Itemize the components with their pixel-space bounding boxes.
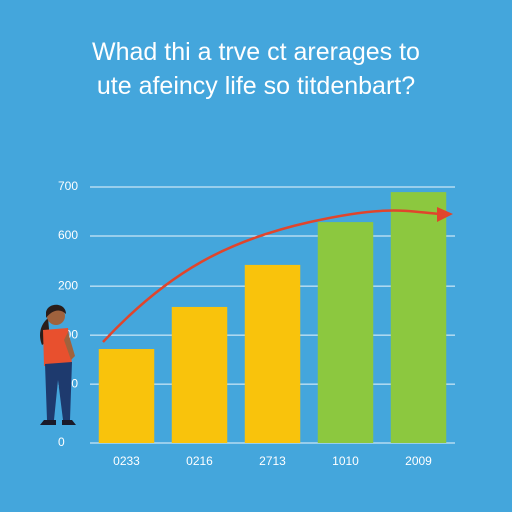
chart-title: Whad thi a trve ct arerages to [92, 38, 420, 66]
shirt [43, 328, 72, 366]
y-tick-label: 600 [58, 228, 78, 242]
grid: 0300400200600700 [58, 179, 455, 449]
y-tick-label: 700 [58, 179, 78, 193]
shoe [62, 420, 76, 425]
x-tick-label: 0216 [186, 454, 213, 468]
bar [244, 264, 301, 443]
x-tick-label: 2009 [405, 454, 432, 468]
legs [45, 362, 72, 420]
bar [317, 222, 374, 443]
y-tick-label: 200 [58, 278, 78, 292]
trend-curve [102, 209, 441, 343]
bar [390, 192, 447, 443]
bar [171, 306, 228, 443]
y-tick-label: 0 [58, 435, 65, 449]
shoe [40, 420, 56, 425]
trend-arrow [102, 207, 453, 343]
chart-title: ute afeincy life so titdenbart? [97, 72, 415, 100]
arrow-head [437, 207, 453, 222]
x-tick-label: 1010 [332, 454, 359, 468]
person [40, 304, 76, 425]
bar [98, 349, 155, 443]
hair-top [46, 304, 66, 318]
x-tick-label: 2713 [259, 454, 286, 468]
bars: 0233 0216 2713 1010 2009 [98, 192, 447, 468]
x-tick-label: 0233 [113, 454, 140, 468]
arm [64, 332, 75, 360]
